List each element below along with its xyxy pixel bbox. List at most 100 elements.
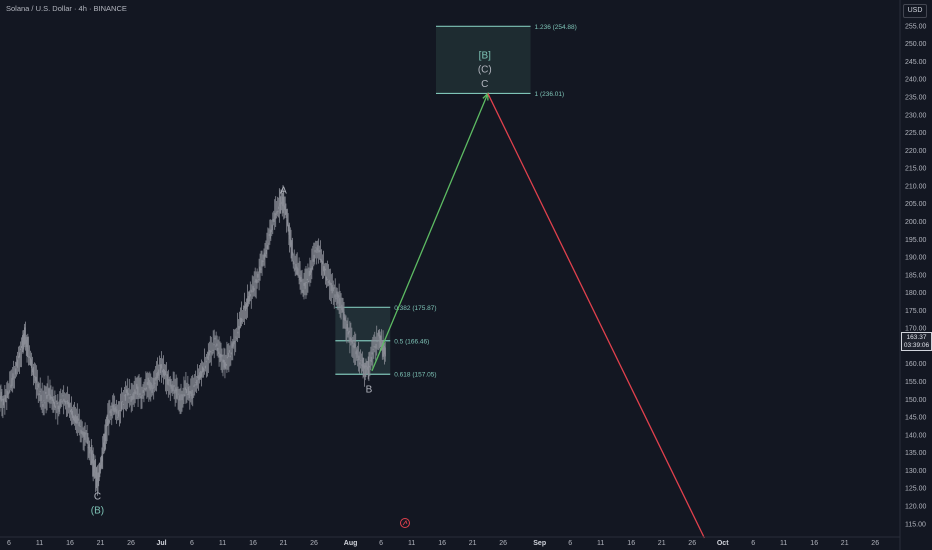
price-axis[interactable]: 115.00 120.00 125.00 130.00 135.00 140.00 145.… — [899, 0, 932, 550]
price-tick-label: 135.00 — [905, 450, 927, 457]
candle-body — [256, 279, 258, 284]
candle-body — [133, 392, 135, 400]
candle-body — [286, 219, 289, 225]
candle-body — [198, 375, 200, 381]
candle-body — [50, 396, 52, 399]
bar-countdown: 03:39:06 — [903, 342, 930, 349]
candle-body — [213, 344, 215, 346]
candle-body — [342, 307, 344, 313]
candle-body — [289, 238, 291, 245]
candle-body — [214, 337, 216, 340]
candle-body — [67, 400, 69, 405]
candle-body — [109, 410, 111, 414]
candle-body — [257, 273, 259, 278]
candle-body — [337, 293, 339, 304]
candle-body — [142, 390, 144, 393]
time-tick-label: 6 — [751, 540, 755, 547]
candle-body — [246, 298, 248, 308]
candle-body — [320, 258, 322, 261]
candle-body — [95, 473, 97, 477]
candle-body — [151, 384, 153, 393]
candle-body — [38, 393, 40, 396]
candle-body — [18, 352, 21, 358]
time-tick-label: 6 — [190, 540, 194, 547]
candle-body — [366, 366, 369, 370]
fib-level-label: 0.618 (157.05) — [394, 372, 436, 379]
candle-body — [155, 377, 157, 381]
candle-body — [317, 245, 319, 252]
candle-body — [248, 291, 250, 302]
candle-body — [351, 340, 353, 344]
price-tick-label: 120.00 — [905, 503, 927, 510]
candle-body — [36, 388, 38, 390]
candle-body — [227, 352, 229, 357]
alert-icon[interactable] — [400, 518, 410, 528]
candle-body — [33, 376, 35, 378]
candle-body — [173, 384, 175, 387]
candle-body — [136, 383, 138, 389]
candle-body — [346, 323, 348, 332]
candle-body — [135, 391, 137, 395]
price-tick-label: 170.00 — [905, 326, 927, 333]
candle-body — [267, 243, 269, 245]
candle-body — [207, 352, 209, 361]
price-tick-label: 160.00 — [905, 361, 927, 368]
candle-body — [147, 377, 149, 386]
candle-body — [46, 394, 48, 399]
time-axis[interactable]: 6 11 16 21 26 Jul 6 11 16 21 26 Aug 6 11 16 21 26 Sep 6 11 1… — [0, 536, 900, 547]
candle-body — [201, 366, 204, 373]
candle-body — [216, 343, 218, 346]
candle-body — [195, 382, 197, 383]
candle-body — [93, 465, 95, 473]
price-axis-bg — [900, 0, 932, 550]
candle-body — [158, 369, 160, 376]
candle-body — [361, 364, 363, 366]
candle-body — [376, 341, 378, 343]
time-tick-label: 21 — [658, 540, 666, 547]
candle-body — [0, 391, 2, 402]
candle-body — [169, 379, 171, 387]
candle-body — [71, 410, 74, 419]
price-tick-label: 130.00 — [905, 468, 927, 475]
candle-body — [328, 279, 330, 285]
candle-body — [175, 387, 177, 392]
currency-button[interactable]: USD — [903, 4, 927, 18]
candle-body — [70, 408, 73, 415]
candle-body — [221, 354, 223, 357]
candle-body — [29, 357, 32, 365]
candle-body — [189, 391, 191, 394]
candle-body — [284, 207, 286, 211]
candle-body — [20, 346, 23, 349]
candle-body — [291, 251, 293, 256]
candle-body — [187, 386, 189, 396]
candle-body — [206, 356, 208, 359]
candle-body — [35, 376, 37, 383]
candle-body — [44, 402, 46, 404]
candle-body — [343, 311, 345, 320]
candle-body — [98, 475, 100, 477]
price-tick-label: 140.00 — [905, 432, 927, 439]
time-tick-label: 16 — [438, 540, 446, 547]
candle-body — [262, 260, 264, 262]
candle-body — [326, 279, 329, 280]
candle-body — [1, 399, 3, 401]
candle-body — [373, 346, 375, 348]
candle-body — [75, 416, 77, 424]
candle-body — [157, 371, 159, 379]
candle-body — [260, 268, 262, 270]
candle-body — [244, 304, 247, 311]
candle-body — [80, 429, 82, 434]
candle-body — [27, 350, 29, 352]
time-tick-label: 21 — [469, 540, 477, 547]
price-tick-label: 185.00 — [905, 272, 927, 279]
candle-body — [340, 306, 342, 308]
candle-body — [13, 376, 15, 378]
candle-body — [378, 330, 380, 337]
candle-body — [107, 419, 109, 425]
time-tick-label: 21 — [97, 540, 105, 547]
price-tick-label: 205.00 — [905, 201, 927, 208]
candle-body — [51, 397, 53, 401]
candle-body — [306, 278, 308, 281]
candle-body — [200, 370, 202, 378]
